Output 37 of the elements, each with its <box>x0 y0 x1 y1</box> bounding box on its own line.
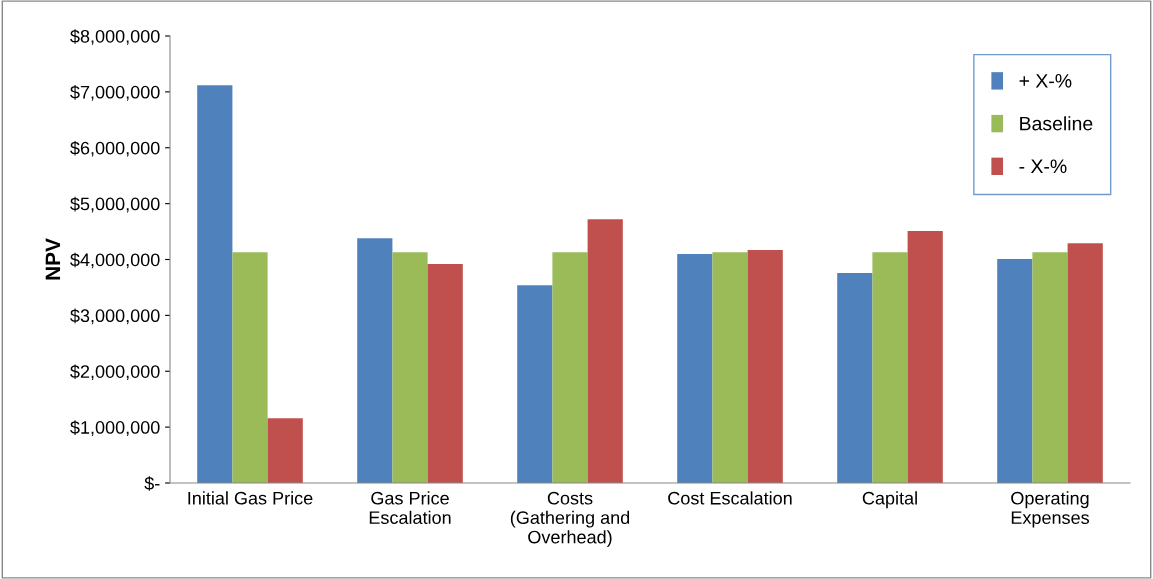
y-tick-label: $3,000,000 <box>70 308 160 325</box>
y-tick-label: $2,000,000 <box>70 364 160 381</box>
y-tick-label: $6,000,000 <box>70 140 160 157</box>
bar <box>517 285 553 483</box>
bar <box>872 252 908 483</box>
x-tick-label: Initial Gas Price <box>188 491 313 505</box>
legend-label: - X-% <box>1019 159 1067 174</box>
legend-label: + X-% <box>1019 74 1072 88</box>
y-tick-label: $8,000,000 <box>70 29 160 45</box>
bar <box>677 253 713 483</box>
x-tick-label: Costs (Gathering and Overhead) <box>510 491 630 548</box>
bar <box>712 252 748 483</box>
bar <box>837 272 873 483</box>
y-tick-label: $- <box>144 476 160 491</box>
bar <box>907 231 943 483</box>
y-tick-label: $7,000,000 <box>70 85 160 101</box>
bar <box>747 250 783 483</box>
bar <box>392 252 428 483</box>
bar <box>427 263 463 483</box>
bar <box>552 252 588 483</box>
y-tick-label: $5,000,000 <box>70 196 160 213</box>
y-tick-label: $4,000,000 <box>70 252 160 269</box>
legend-label: Baseline <box>1020 116 1093 131</box>
bar <box>1067 243 1103 483</box>
x-tick-label: Cost Escalation <box>668 491 792 505</box>
bar <box>997 258 1033 483</box>
bar <box>357 238 393 483</box>
x-tick-label: Operating Expenses <box>1011 491 1089 528</box>
x-tick-label: Capital <box>862 491 917 509</box>
bar <box>587 219 623 483</box>
y-axis-title: NPV <box>45 238 61 280</box>
bar <box>267 418 303 483</box>
x-tick-label: Gas Price Escalation <box>369 491 451 525</box>
bar <box>232 252 268 483</box>
y-tick-label: $1,000,000 <box>70 420 160 436</box>
bar <box>1032 252 1068 483</box>
bar <box>197 85 233 483</box>
